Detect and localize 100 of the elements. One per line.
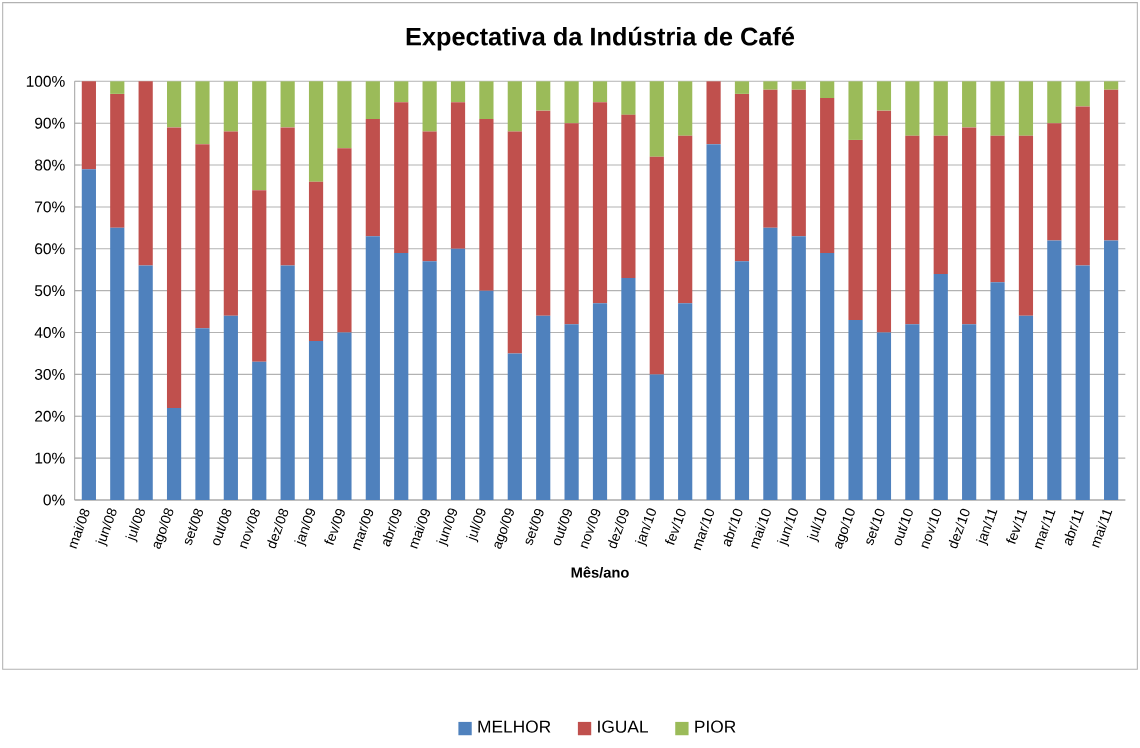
- bar: [962, 81, 977, 128]
- bar: [962, 127, 977, 325]
- bar: [876, 110, 892, 333]
- bar: [166, 408, 182, 501]
- bar: [479, 81, 494, 120]
- bar: [394, 81, 409, 103]
- bar: [1047, 240, 1062, 501]
- bar: [450, 81, 466, 103]
- bar: [592, 81, 608, 103]
- bar: [791, 90, 806, 237]
- bar: [365, 81, 380, 120]
- bar: [166, 127, 182, 409]
- bar: [223, 316, 238, 501]
- bar: [337, 332, 352, 501]
- legend-label: PIOR: [695, 720, 736, 734]
- bar: [791, 81, 806, 91]
- legend-label: IGUAL: [598, 720, 648, 734]
- bar: [536, 316, 551, 501]
- bar: [1075, 265, 1090, 501]
- bar: [1104, 240, 1119, 501]
- bar: [791, 236, 806, 501]
- bar: [81, 169, 96, 501]
- bar: [706, 81, 721, 145]
- chart-title: Expectativa da Indústria de Café: [406, 27, 795, 51]
- bar: [422, 131, 437, 262]
- bar: [507, 131, 522, 354]
- bar: [450, 249, 466, 501]
- bar: [138, 265, 153, 501]
- bar: [820, 81, 835, 99]
- bar: [990, 136, 1005, 283]
- bar: [195, 81, 210, 145]
- bar: [734, 261, 750, 501]
- bar: [763, 228, 778, 501]
- bar: [621, 81, 636, 116]
- bar: [195, 144, 210, 329]
- bar: [678, 303, 693, 501]
- bar: [706, 144, 721, 501]
- bar: [252, 362, 267, 501]
- bar: [479, 119, 494, 291]
- bar: [308, 182, 324, 342]
- bar: [1047, 81, 1062, 124]
- bar: [365, 119, 380, 237]
- bar: [507, 81, 522, 132]
- bar: [1075, 81, 1090, 107]
- bar: [195, 328, 210, 501]
- bar: [1047, 123, 1062, 241]
- bar: [649, 157, 664, 375]
- bar: [848, 320, 863, 501]
- bar: [962, 324, 977, 501]
- bar: [365, 236, 380, 501]
- bar: [678, 136, 693, 304]
- bar: [223, 81, 238, 132]
- bar: [990, 282, 1005, 501]
- bar: [848, 140, 863, 321]
- bar: [536, 81, 551, 111]
- bar: [536, 110, 551, 317]
- bar: [422, 81, 437, 132]
- bar: [933, 136, 948, 275]
- bar: [933, 274, 948, 501]
- bar: [394, 102, 409, 254]
- bar: [933, 81, 948, 137]
- bar: [1018, 316, 1034, 501]
- bar: [166, 81, 182, 128]
- bar: [848, 81, 863, 141]
- bar: [990, 81, 1005, 137]
- bar: [507, 353, 522, 501]
- bar: [252, 81, 267, 191]
- bar: [734, 81, 750, 95]
- bar: [820, 98, 835, 254]
- bar: [81, 81, 96, 170]
- bar: [905, 324, 920, 501]
- bar: [564, 123, 579, 325]
- bar: [308, 341, 324, 501]
- bar: [1018, 81, 1034, 137]
- bar: [422, 261, 437, 501]
- bar: [592, 303, 608, 501]
- bar: [734, 94, 750, 262]
- bar: [394, 253, 409, 501]
- legend-label: MELHOR: [478, 720, 551, 734]
- bar: [1104, 90, 1119, 241]
- bar: [1018, 136, 1034, 317]
- bar: [649, 81, 664, 158]
- bar: [337, 81, 352, 149]
- bar: [223, 131, 238, 317]
- bar: [110, 228, 125, 501]
- bar: [621, 278, 636, 501]
- bar: [308, 81, 324, 183]
- bar: [649, 374, 664, 501]
- bar: [564, 81, 579, 124]
- bar: [280, 81, 295, 128]
- bar: [905, 81, 920, 137]
- bar: [621, 115, 636, 279]
- bar: [138, 81, 153, 266]
- bar: [1104, 81, 1119, 91]
- bar: [876, 81, 892, 111]
- bar: [905, 136, 920, 325]
- bar: [678, 81, 693, 137]
- bar: [252, 190, 267, 363]
- bar: [280, 127, 295, 266]
- bar: [876, 332, 892, 501]
